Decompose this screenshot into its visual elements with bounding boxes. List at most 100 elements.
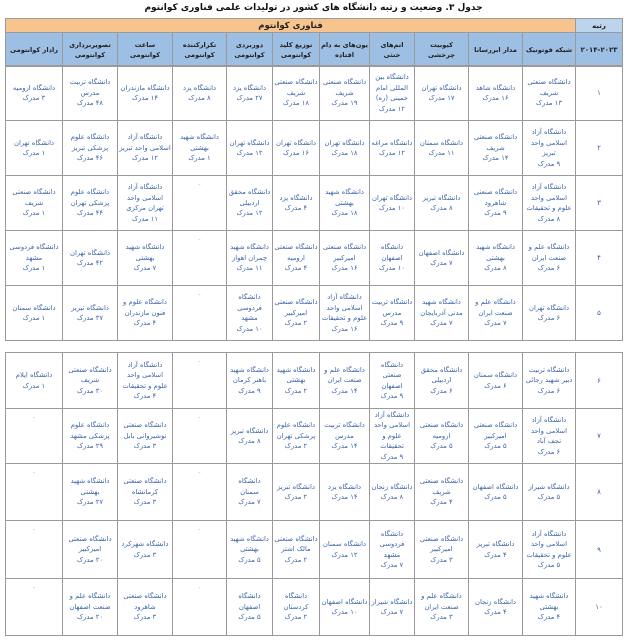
university-cell: دانشگاه علم و صنعت ایران ۱۴ مدرک <box>319 352 370 409</box>
university-cell: دانشگاه سمنان ۷ مدرک <box>226 463 273 521</box>
university-cell: دانشگاه اصفهان ۱۰ مدرک <box>319 578 370 636</box>
university-cell: دانشگاه فردوسی مشهد ۷ مدرک <box>369 520 415 579</box>
table-row: ۵ دانشگاه تهران ۶ مدرک دانشگاه علم و صنعت ا… <box>5 285 623 341</box>
document-count: ۱ مدرک <box>22 209 46 218</box>
university-cell: دانشگاه آزاد اسلامی واحد علوم و تحقیقات ۸… <box>522 175 576 231</box>
rank-cell: ۳ <box>575 175 623 231</box>
document-count: ۲ مدرک <box>284 442 308 451</box>
university-name: دانشگاه علوم پزشکی تهران <box>70 188 110 207</box>
university-name: دانشگاه شهید چمران اهواز <box>230 243 269 262</box>
table-row: ۶ دانشگاه تربیت دبیر شهید رجائی ۶ مدرک دانش… <box>5 352 623 409</box>
document-count: ۳ مدرک <box>430 555 453 564</box>
university-cell: دانشگاه شهید چمران اهواز ۱۱ مدرک <box>226 230 273 286</box>
rank-header: رتبه <box>575 18 624 33</box>
university-cell: دانشگاه تربیت مدرس ۱۴ مدرک <box>319 408 370 464</box>
document-count: ۲ مدرک <box>284 493 308 501</box>
university-name: دانشگاه تهران <box>324 138 365 147</box>
university-name: دانشگاه صنعتی شاهرود <box>473 188 518 207</box>
university-name: دانشگاه سمنان <box>12 303 56 312</box>
university-cell: دانشگاه صنعتی اصفهان ۹ مدرک <box>369 352 415 409</box>
document-count: ۶ مدرک <box>537 264 561 273</box>
university-cell: دانشگاه مازندران ۱۴ مدرک <box>117 65 173 121</box>
document-count: ۷ مدرک <box>484 319 507 328</box>
university-name: - <box>198 358 201 366</box>
university-name: - <box>32 469 36 477</box>
document-count: ۹ مدرک <box>484 209 507 218</box>
university-cell: دانشگاه صنعتی شریف ۱۸ مدرک <box>272 65 320 121</box>
document-count: ۶ مدرک <box>484 381 507 390</box>
document-count: ۴ مدرک <box>133 392 157 400</box>
university-name: دانشگاه شهید بهشتی <box>276 365 316 385</box>
table-row: ۲ دانشگاه آزاد اسلامی واحد تبریز ۹ مدرک دان… <box>5 120 623 176</box>
university-name: دانشگاه سمنان <box>238 477 261 496</box>
university-name: دانشگاه علم و صنعت ایران <box>324 365 365 385</box>
document-count: ۱ مدرک <box>188 154 211 163</box>
university-name: دانشگاه تهران <box>69 248 111 257</box>
column-header: اتم‌های خنثی <box>369 32 416 67</box>
university-cell: دانشگاه شهید بهشتی ۲۷ مدرک <box>62 463 118 521</box>
university-name: دانشگاه آزاد اسلامی واحد علوم و تحقیقات <box>526 529 572 559</box>
university-name: دانشگاه تربیت مدرس <box>69 78 111 97</box>
column-header: مدار ابررسانا <box>468 32 524 67</box>
rank-cell: ۹ <box>575 520 623 579</box>
university-cell: دانشگاه صنعتی شریف ۱۹ مدرک <box>319 65 370 121</box>
document-count: ۱۲ مدرک <box>378 149 406 157</box>
column-header: ساعت کوانتومی <box>117 32 174 67</box>
document-count: ۵ مدرک <box>238 613 261 622</box>
university-cell: دانشگاه شهید بهشتی ۱۸ مدرک <box>319 175 370 231</box>
university-cell: دانشگاه علم و صنعت ایران ۶ مدرک <box>522 230 576 286</box>
document-count: ۸ مدرک <box>537 214 561 223</box>
university-name: دانشگاه سمنان <box>473 371 518 379</box>
document-count: ۸ مدرک <box>380 493 404 501</box>
university-cell: دانشگاه ارومیه ۳ مدرک <box>5 65 63 121</box>
table-row: ۷ دانشگاه آزاد اسلامی واحد نجف آباد ۶ مدرک… <box>5 408 623 464</box>
document-count: ۵ مدرک <box>430 442 453 451</box>
university-cell: دانشگاه شهید باهنر کرمان ۹ مدرک <box>226 352 273 409</box>
university-name: دانشگاه تهران <box>371 193 413 202</box>
university-name: دانشگاه تبریز <box>476 540 515 548</box>
university-cell: دانشگاه آزاد اسلامی واحد علوم و تحقیقات ۱… <box>319 285 370 341</box>
university-cell: دانشگاه تربیت مدرس ۹ مدرک <box>369 285 415 341</box>
university-cell: دانشگاه آزاد اسلامی واحد علوم و تحقیقات ۴… <box>117 352 173 409</box>
rank-cell: ۸ <box>575 463 623 521</box>
document-count: ۲۷ مدرک <box>76 498 104 507</box>
document-count: ۱۲ مدرک <box>131 154 159 163</box>
document-count: ۱۶ مدرک <box>331 324 358 333</box>
university-name: دانشگاه علوم و فنون مازندران <box>123 298 167 317</box>
university-name: دانشگاه آزاد اسلامی واحد تبریز <box>530 128 568 157</box>
document-count: ۱۴ مدرک <box>331 442 358 451</box>
document-count: ۵ مدرک <box>537 493 561 501</box>
university-cell: دانشگاه آزاد اسلامی واحد نجف آباد ۶ مدرک <box>522 408 576 464</box>
university-name: دانشگاه اصفهان <box>418 248 465 257</box>
university-name: دانشگاه تهران <box>275 138 317 147</box>
document-count: ۱۸ مدرک <box>331 209 358 218</box>
university-name: - <box>198 526 201 534</box>
university-name: دانشگاه تربیت مدرس <box>371 298 413 317</box>
university-name: دانشگاه یزد <box>279 193 313 202</box>
university-cell: دانشگاه تهران ۱۰ مدرک <box>369 175 415 231</box>
university-cell: دانشگاه محقق اردبیلی ۱۲ مدرک <box>226 175 273 231</box>
document-count: ۱۷ مدرک <box>428 94 455 102</box>
university-cell: دانشگاه صنعتی مالک اشتر ۲ مدرک <box>272 520 320 579</box>
document-count: ۱۰ مدرک <box>331 608 358 616</box>
document-count: ۴ مدرک <box>133 319 157 328</box>
document-count: ۹ مدرک <box>238 386 261 395</box>
university-name: دانشگاه فردوسی مشهد <box>379 529 405 559</box>
document-count: ۶ مدرک <box>537 447 561 456</box>
column-header: تکرارکننده کوانتومی <box>172 32 228 67</box>
university-name: دانشگاه شهید مدنی آذربایجان <box>420 298 463 317</box>
university-cell: دانشگاه شهید بهشتی ۵ مدرک <box>226 520 273 579</box>
university-name: دانشگاه ایلام <box>15 371 53 379</box>
university-name: دانشگاه اصفهان <box>380 243 404 262</box>
university-name: دانشگاه یزد <box>182 83 217 92</box>
university-name: دانشگاه آزاد اسلامی واحد تهران مرکزی <box>126 183 164 212</box>
university-name: دانشگاه زنجان <box>474 597 517 606</box>
table-body-part-2: ۶ دانشگاه تربیت دبیر شهید رجائی ۶ مدرک دانش… <box>5 352 623 636</box>
university-cell: - <box>5 520 63 579</box>
university-cell: دانشگاه صنعتی امیرکبیر ۲ مدرک <box>272 285 320 341</box>
rank-cell: ۲ <box>575 120 623 176</box>
university-name: دانشگاه صنعتی امیرکبیر <box>473 421 518 440</box>
university-cell: دانشگاه شهید بهشتی ۲ مدرک <box>272 352 320 409</box>
document-count: ۱۹ مدرک <box>331 99 358 108</box>
document-count: ۴ مدرک <box>484 608 507 616</box>
